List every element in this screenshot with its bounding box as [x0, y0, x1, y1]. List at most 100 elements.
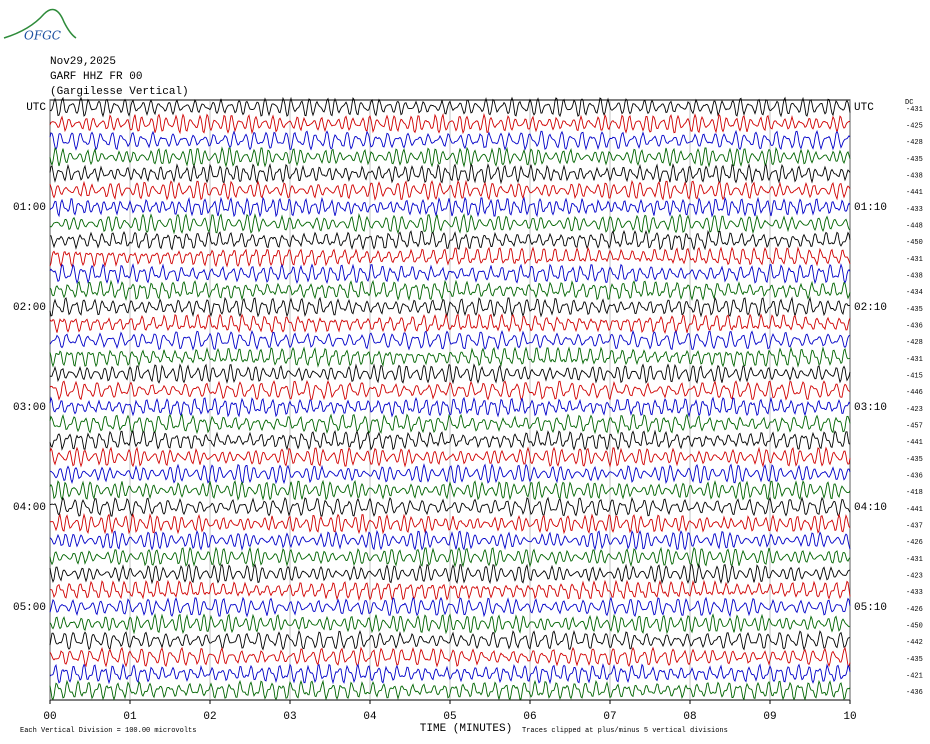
- right-time-label: 02:10: [854, 302, 887, 314]
- right-time-label: 04:10: [854, 502, 887, 514]
- x-tick-label: 08: [683, 711, 696, 723]
- trace: [50, 463, 851, 485]
- dc-offset: -438: [906, 273, 923, 281]
- x-tick-label: 01: [123, 711, 137, 723]
- trace: [49, 679, 851, 701]
- dc-offset: -442: [906, 639, 923, 647]
- left-time-label: 04:00: [13, 502, 46, 514]
- trace: [49, 380, 851, 401]
- dc-offset: -436: [906, 323, 923, 331]
- dc-offset: -446: [906, 389, 923, 397]
- trace: [49, 413, 851, 435]
- trace: [49, 546, 851, 568]
- left-time-label: 05:00: [13, 602, 46, 614]
- scale-note: Each Vertical Division = 100.00 microvol…: [20, 727, 196, 735]
- dc-offset: -435: [906, 456, 923, 464]
- x-axis-label: TIME (MINUTES): [420, 723, 512, 735]
- trace: [49, 296, 850, 318]
- trace: [49, 646, 851, 668]
- dc-offset: -434: [906, 289, 923, 297]
- trace: [49, 396, 851, 418]
- dc-label: DC: [905, 99, 913, 107]
- clip-note: Traces clipped at plus/minus 5 vertical …: [522, 727, 728, 735]
- trace: [49, 563, 851, 585]
- dc-offset: -423: [906, 406, 923, 414]
- trace: [49, 246, 851, 268]
- dc-offset: -425: [906, 123, 923, 131]
- dc-offset: -435: [906, 156, 923, 164]
- dc-offset: -441: [906, 506, 923, 514]
- trace: [49, 479, 851, 501]
- dc-offset: -426: [906, 606, 923, 614]
- dc-offset: -437: [906, 523, 923, 531]
- dc-offset: -436: [906, 473, 923, 481]
- dc-offset: -428: [906, 139, 923, 147]
- logo-arc: [3, 8, 77, 39]
- dc-offset: -431: [906, 256, 923, 264]
- x-tick-label: 02: [203, 711, 216, 723]
- trace: [49, 146, 851, 168]
- x-tick-label: 04: [363, 711, 377, 723]
- trace: [49, 529, 851, 551]
- logo: OFGC: [24, 29, 61, 43]
- trace: [49, 279, 851, 301]
- x-tick-label: 03: [283, 711, 296, 723]
- left-time-label: UTC: [26, 102, 46, 114]
- title-line: (Gargilesse Vertical): [50, 86, 189, 98]
- trace: [49, 613, 850, 635]
- dc-offset: -421: [906, 673, 923, 681]
- left-time-label: 01:00: [13, 202, 46, 214]
- trace: [50, 229, 851, 251]
- trace: [49, 496, 851, 518]
- trace: [49, 429, 851, 451]
- dc-offset: -435: [906, 656, 923, 664]
- trace: [49, 96, 851, 118]
- dc-offset: -435: [906, 306, 923, 314]
- dc-offset: -418: [906, 489, 923, 497]
- dc-offset: -438: [906, 173, 923, 181]
- dc-offset: -433: [906, 589, 923, 597]
- trace: [49, 579, 851, 601]
- dc-offset: -423: [906, 573, 923, 581]
- right-time-label: UTC: [854, 102, 874, 114]
- dc-offset: -450: [906, 623, 923, 631]
- dc-offset: -436: [906, 689, 923, 697]
- trace: [49, 663, 851, 685]
- trace: [49, 263, 851, 285]
- title-line: Nov29,2025: [50, 56, 116, 68]
- trace: [49, 196, 851, 218]
- x-tick-label: 05: [443, 711, 456, 723]
- x-tick-label: 06: [523, 711, 536, 723]
- x-tick-label: 10: [843, 711, 856, 723]
- x-tick-label: 09: [763, 711, 776, 723]
- trace: [49, 363, 851, 385]
- dc-offset: -431: [906, 556, 923, 564]
- dc-offset: -457: [906, 423, 923, 431]
- left-time-label: 02:00: [13, 302, 46, 314]
- trace: [49, 113, 851, 135]
- trace: [49, 162, 851, 185]
- right-time-label: 05:10: [854, 602, 887, 614]
- dc-offset: -431: [906, 356, 923, 364]
- x-tick-label: 07: [603, 711, 616, 723]
- trace: [49, 212, 851, 235]
- dc-offset: -428: [906, 339, 923, 347]
- dc-offset: -426: [906, 539, 923, 547]
- trace: [49, 446, 851, 468]
- trace: [49, 179, 851, 201]
- x-tick-label: 00: [43, 711, 56, 723]
- right-time-label: 01:10: [854, 202, 887, 214]
- dc-offset: -415: [906, 373, 923, 381]
- trace: [49, 329, 851, 351]
- dc-offset: -441: [906, 189, 923, 197]
- trace: [49, 596, 851, 618]
- dc-offset: -448: [906, 223, 923, 231]
- left-time-label: 03:00: [13, 402, 46, 414]
- dc-offset: -431: [906, 106, 923, 114]
- trace: [49, 129, 851, 151]
- dc-offset: -433: [906, 206, 923, 214]
- trace: [49, 512, 851, 535]
- right-time-label: 03:10: [854, 402, 887, 414]
- trace: [49, 313, 851, 335]
